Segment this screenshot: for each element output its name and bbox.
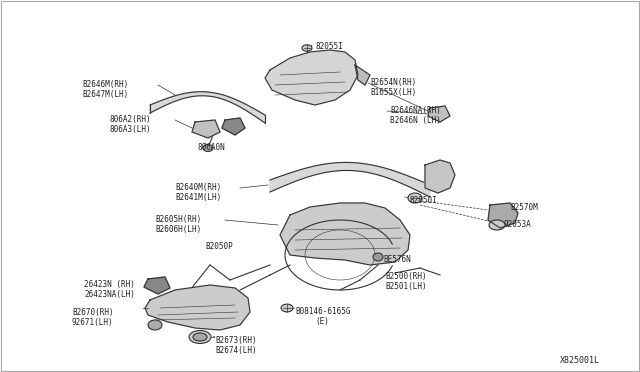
Ellipse shape: [281, 304, 293, 312]
Text: B2641M(LH): B2641M(LH): [175, 193, 221, 202]
Polygon shape: [150, 92, 265, 123]
Text: B2674(LH): B2674(LH): [215, 346, 257, 355]
Polygon shape: [144, 277, 170, 294]
Text: B08146-6165G: B08146-6165G: [295, 307, 351, 316]
Text: 92053A: 92053A: [503, 220, 531, 229]
Text: (E): (E): [315, 317, 329, 326]
Ellipse shape: [148, 320, 162, 330]
Text: X825001L: X825001L: [560, 356, 600, 365]
Text: B2501(LH): B2501(LH): [385, 282, 427, 291]
Text: B2570M: B2570M: [510, 203, 538, 212]
Text: BE576N: BE576N: [383, 255, 411, 264]
Text: 806A3(LH): 806A3(LH): [110, 125, 152, 134]
Polygon shape: [145, 285, 250, 330]
Text: 806A0N: 806A0N: [198, 143, 226, 152]
Ellipse shape: [189, 330, 211, 343]
Ellipse shape: [203, 144, 213, 151]
Text: B2647M(LH): B2647M(LH): [82, 90, 128, 99]
Polygon shape: [192, 120, 220, 138]
Polygon shape: [428, 106, 450, 122]
Polygon shape: [270, 163, 430, 197]
Text: B2500(RH): B2500(RH): [385, 272, 427, 281]
Text: 82050I: 82050I: [410, 196, 438, 205]
Polygon shape: [488, 203, 518, 228]
Text: B2640M(RH): B2640M(RH): [175, 183, 221, 192]
Polygon shape: [425, 160, 455, 193]
Ellipse shape: [489, 220, 505, 230]
Text: B2646M(RH): B2646M(RH): [82, 80, 128, 89]
Text: 92671(LH): 92671(LH): [72, 318, 114, 327]
Text: B2646N (LH): B2646N (LH): [390, 116, 441, 125]
Text: B2050P: B2050P: [205, 242, 233, 251]
Polygon shape: [280, 203, 410, 265]
Ellipse shape: [373, 253, 383, 261]
Text: 26423N (RH): 26423N (RH): [84, 280, 135, 289]
Text: 26423NA(LH): 26423NA(LH): [84, 290, 135, 299]
Polygon shape: [265, 50, 358, 105]
Polygon shape: [355, 65, 370, 85]
Text: B2646NA(RH): B2646NA(RH): [390, 106, 441, 115]
Ellipse shape: [408, 193, 422, 203]
Text: B2606H(LH): B2606H(LH): [155, 225, 201, 234]
Ellipse shape: [302, 45, 312, 51]
Text: B1655X(LH): B1655X(LH): [370, 88, 416, 97]
Text: B2673(RH): B2673(RH): [215, 336, 257, 345]
Ellipse shape: [193, 333, 207, 341]
Text: 806A2(RH): 806A2(RH): [110, 115, 152, 124]
Text: B2605H(RH): B2605H(RH): [155, 215, 201, 224]
Text: 82055I: 82055I: [315, 42, 343, 51]
Polygon shape: [222, 118, 245, 135]
Text: B2670(RH): B2670(RH): [72, 308, 114, 317]
Text: B2654N(RH): B2654N(RH): [370, 78, 416, 87]
